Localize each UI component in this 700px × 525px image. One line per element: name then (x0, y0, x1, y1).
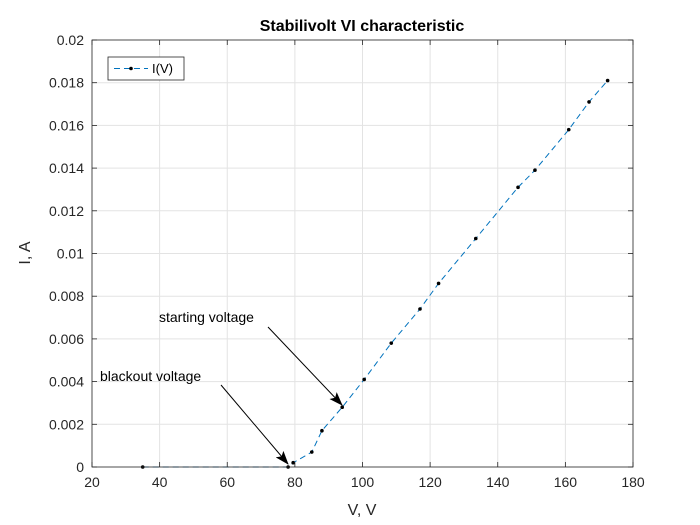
y-tick-label: 0.018 (49, 75, 84, 91)
x-tick-label: 160 (554, 474, 578, 490)
legend-marker-sample (129, 66, 133, 71)
data-point (605, 78, 610, 83)
x-tick-label: 80 (287, 474, 303, 490)
data-point (309, 450, 314, 454)
data-point (291, 460, 295, 465)
y-tick-label: 0.02 (57, 32, 84, 48)
data-point (340, 405, 345, 410)
x-tick-label: 20 (84, 474, 100, 490)
chart-title: Stabilivolt VI characteristic (260, 18, 465, 35)
data-point (436, 281, 441, 286)
annotation-arrow-blackout-voltage (220, 384, 289, 465)
x-tick-label: 60 (219, 474, 235, 490)
x-tick-label: 180 (621, 474, 645, 490)
y-tick-label: 0.006 (49, 331, 84, 347)
x-tick-label: 40 (152, 474, 168, 490)
annotations: starting voltage blackout voltage (100, 309, 343, 465)
x-tick-label: 120 (418, 474, 442, 490)
ticks: 20 40 60 80 100 120 140 160 180 0 0.002 0.004 0.006 0… (49, 32, 645, 490)
annotation-arrow-starting-voltage (267, 326, 343, 406)
x-tick-label: 140 (486, 474, 510, 490)
data-point (389, 341, 394, 345)
y-tick-label: 0.014 (49, 160, 84, 176)
data-point (418, 307, 422, 311)
data-point (587, 100, 591, 104)
y-axis-label: I, A (17, 241, 34, 264)
y-tick-label: 0.016 (49, 117, 84, 133)
y-tick-label: 0.002 (49, 416, 84, 432)
y-tick-label: 0.012 (49, 203, 84, 219)
data-point (473, 236, 478, 241)
y-tick-label: 0.004 (49, 374, 84, 390)
annotation-blackout-voltage: blackout voltage (100, 368, 201, 384)
y-tick-label: 0 (76, 459, 84, 475)
data-point (516, 185, 520, 190)
data-point (566, 127, 571, 132)
x-tick-label: 100 (351, 474, 375, 490)
annotation-starting-voltage: starting voltage (159, 309, 254, 325)
x-axis-label: V, V (348, 502, 377, 519)
legend: I(V) (107, 56, 185, 81)
data-point (362, 377, 366, 382)
y-tick-label: 0.008 (49, 288, 84, 304)
series-line (142, 80, 609, 468)
data-point (320, 428, 324, 433)
legend-label: I(V) (152, 61, 173, 76)
y-tick-label: 0.01 (57, 246, 84, 262)
data-point (533, 168, 537, 173)
